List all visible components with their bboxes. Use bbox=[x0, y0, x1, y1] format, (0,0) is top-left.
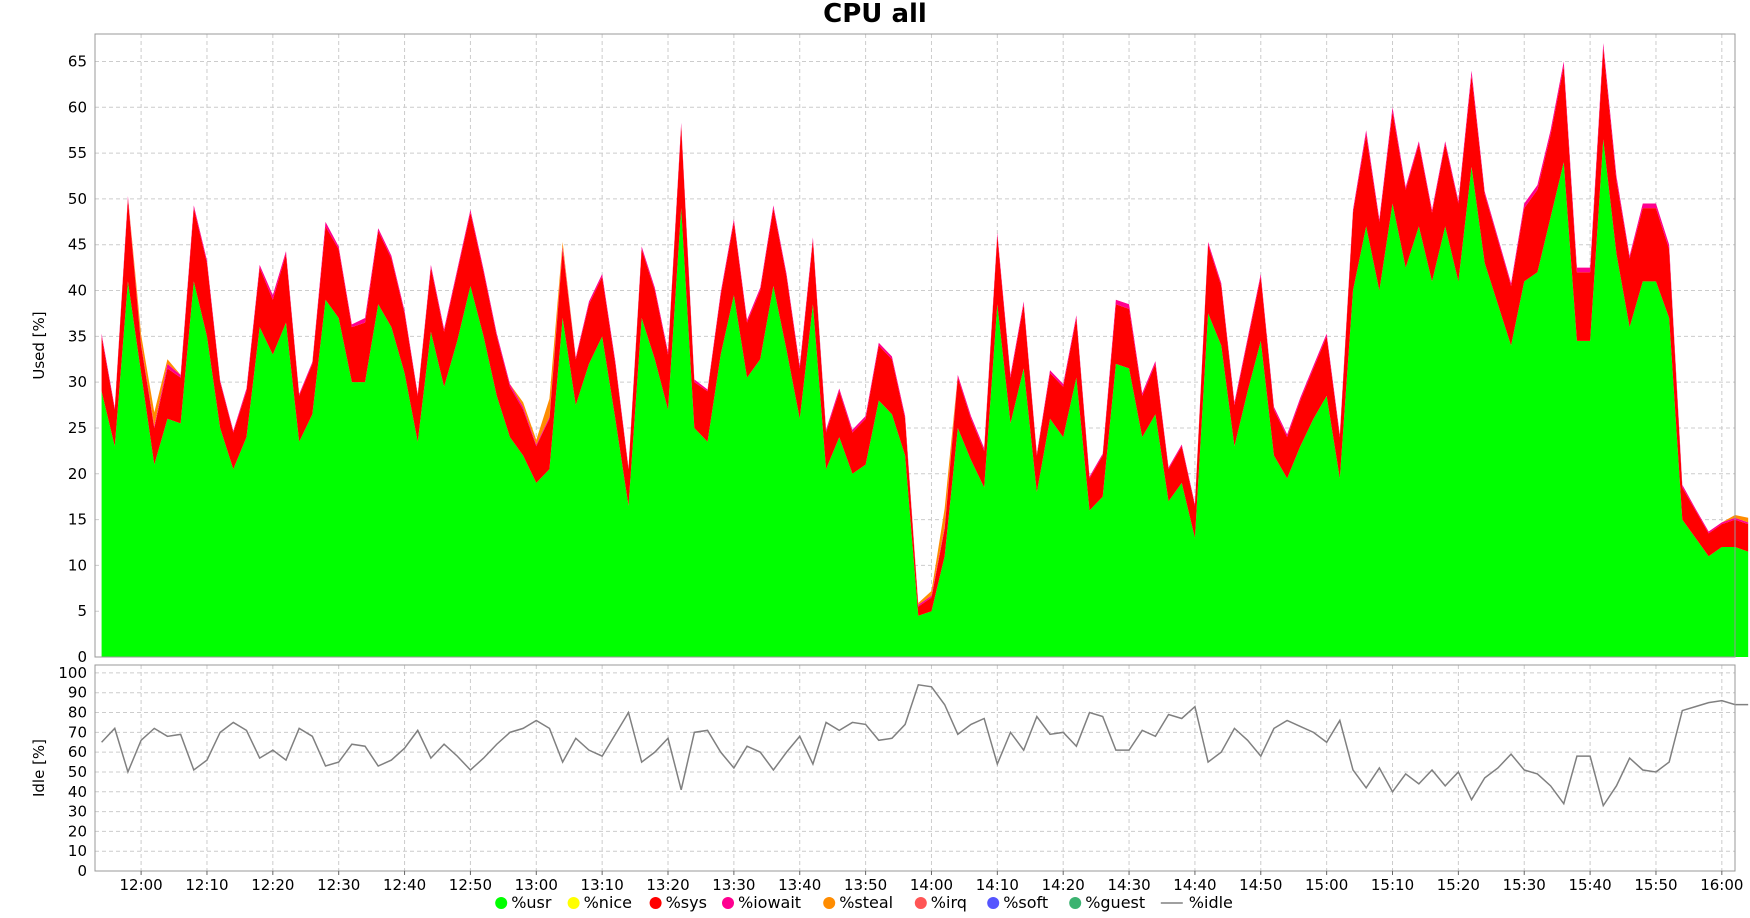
used-y-tick-label: 60 bbox=[68, 98, 87, 116]
legend-label: %irq bbox=[931, 893, 967, 912]
x-tick-label: 15:40 bbox=[1568, 876, 1611, 894]
used-y-tick-label: 30 bbox=[68, 373, 87, 391]
idle-plot-border bbox=[94, 664, 1736, 872]
legend-item-idle: %idle bbox=[1160, 893, 1233, 912]
idle-y-tick-label: 90 bbox=[68, 684, 87, 702]
x-tick-label: 13:20 bbox=[646, 876, 689, 894]
used-y-tick-label: 35 bbox=[68, 327, 87, 345]
idle-y-tick-label: 30 bbox=[68, 803, 87, 821]
legend-dot-icon bbox=[567, 897, 580, 909]
legend-dot-icon bbox=[649, 897, 662, 909]
used-panel: 0 5 10 15 20 25 30 35 40 45 50 55 60 65 Used [%] bbox=[30, 33, 1749, 666]
idle-y-tick-label: 80 bbox=[68, 704, 87, 722]
legend-dot-icon bbox=[914, 897, 927, 909]
used-y-tick-label: 50 bbox=[68, 190, 87, 208]
idle-y-tick-label: 100 bbox=[58, 664, 87, 682]
idle-y-axis-title: Idle [%] bbox=[30, 739, 48, 797]
series-sys-area bbox=[101, 47, 1749, 616]
x-tick-label: 13:30 bbox=[712, 876, 755, 894]
used-y-tick-label: 0 bbox=[77, 648, 87, 666]
series-idle-line bbox=[101, 683, 1749, 808]
used-y-tick-label: 40 bbox=[68, 282, 87, 300]
idle-y-tick-label: 0 bbox=[77, 862, 87, 880]
legend-item-usr: %usr bbox=[495, 893, 552, 912]
legend-item-guest: %guest bbox=[1069, 893, 1145, 912]
idle-y-tick-label: 10 bbox=[68, 842, 87, 860]
x-tick-label: 13:10 bbox=[581, 876, 624, 894]
legend-label: %usr bbox=[511, 893, 552, 912]
legend-label: %guest bbox=[1085, 893, 1145, 912]
legend-item-steal: %steal bbox=[823, 893, 893, 912]
used-y-tick-label: 65 bbox=[68, 52, 87, 70]
idle-plot-area bbox=[95, 665, 1735, 871]
legend-dot-icon bbox=[1069, 897, 1082, 909]
used-y-tick-label: 55 bbox=[68, 144, 87, 162]
x-tick-label: 12:50 bbox=[449, 876, 492, 894]
legend-dot-icon bbox=[823, 897, 836, 909]
chart-title: CPU all bbox=[823, 0, 927, 29]
x-tick-label: 14:30 bbox=[1107, 876, 1150, 894]
x-tick-label: 13:50 bbox=[844, 876, 887, 894]
legend-label: %nice bbox=[584, 893, 632, 912]
idle-y-tick-label: 50 bbox=[68, 763, 87, 781]
idle-y-tick-label: 40 bbox=[68, 783, 87, 801]
legend-label: %soft bbox=[1003, 893, 1048, 912]
legend-label: %idle bbox=[1189, 893, 1233, 912]
legend-dot-icon bbox=[722, 897, 734, 909]
used-y-tick-label: 45 bbox=[68, 236, 87, 254]
legend-item-sys: %sys bbox=[649, 893, 707, 912]
idle-y-tick-label: 70 bbox=[68, 723, 87, 741]
used-y-tick-label: 10 bbox=[68, 556, 87, 574]
legend: %usr %nice %sys %iowait %steal %irq %soft %gues… bbox=[495, 893, 1233, 912]
idle-y-tick-label: 20 bbox=[68, 822, 87, 840]
legend-label: %steal bbox=[839, 893, 893, 912]
x-tick-label: 14:00 bbox=[910, 876, 953, 894]
x-tick-label: 13:40 bbox=[778, 876, 821, 894]
x-tick-label: 15:10 bbox=[1371, 876, 1414, 894]
x-tick-label: 15:20 bbox=[1437, 876, 1480, 894]
x-tick-label: 13:00 bbox=[515, 876, 558, 894]
used-y-tick-label: 5 bbox=[77, 602, 87, 620]
legend-dot-icon bbox=[987, 897, 1000, 909]
used-y-tick-label: 15 bbox=[68, 511, 87, 529]
series-usr-area bbox=[101, 139, 1749, 658]
used-y-tick-label: 25 bbox=[68, 419, 87, 437]
x-tick-label: 15:30 bbox=[1503, 876, 1546, 894]
x-tick-label: 15:00 bbox=[1305, 876, 1348, 894]
x-tick-label: 16:00 bbox=[1700, 876, 1743, 894]
x-tick-label: 14:50 bbox=[1239, 876, 1282, 894]
x-tick-label: 12:00 bbox=[119, 876, 162, 894]
legend-dot-icon bbox=[495, 897, 508, 909]
x-tick-label: 12:30 bbox=[317, 876, 360, 894]
x-tick-label: 15:50 bbox=[1634, 876, 1677, 894]
x-tick-label: 12:10 bbox=[185, 876, 228, 894]
legend-item-irq: %irq bbox=[914, 893, 967, 912]
legend-label: %sys bbox=[666, 893, 707, 912]
used-y-tick-label: 20 bbox=[68, 465, 87, 483]
x-tick-label: 12:20 bbox=[251, 876, 294, 894]
x-tick-label: 14:40 bbox=[1173, 876, 1216, 894]
legend-item-iowait: %iowait bbox=[722, 893, 801, 912]
legend-item-nice: %nice bbox=[567, 893, 632, 912]
x-tick-label: 12:40 bbox=[383, 876, 426, 894]
x-tick-label: 14:10 bbox=[976, 876, 1019, 894]
legend-label: %iowait bbox=[738, 893, 801, 912]
used-y-axis-title: Used [%] bbox=[30, 311, 48, 379]
x-tick-label: 14:20 bbox=[1042, 876, 1085, 894]
legend-item-soft: %soft bbox=[987, 893, 1048, 912]
idle-y-tick-label: 60 bbox=[68, 743, 87, 761]
used-plot-border bbox=[94, 33, 1736, 658]
